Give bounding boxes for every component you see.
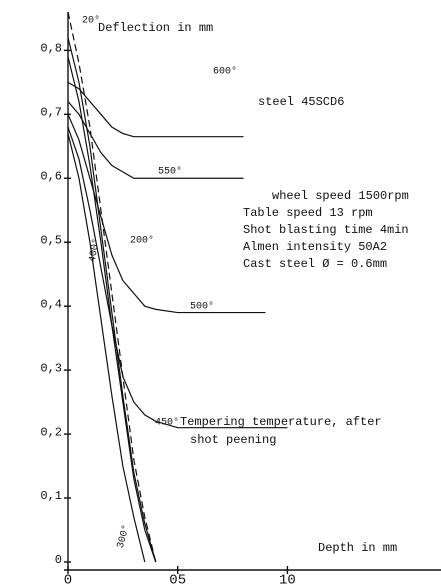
series-line [67,56,157,563]
y-tick-label: 0,4 [40,297,62,311]
series-label: 550° [158,166,182,178]
condition-line: Table speed 13 rpm [243,206,373,220]
series-label: 200° [130,235,154,247]
condition-line: wheel speed 1500rpm [272,189,409,203]
series-label: 450° [155,417,179,429]
y-axis-label: Deflection in mm [98,21,213,35]
y-tick-label: 0,7 [40,105,62,119]
x-tick-label: 10 [279,573,296,585]
series-label: 300° [115,523,133,549]
series-label: 20° [82,15,100,27]
series-line [67,114,266,314]
y-tick-label: 0,2 [40,425,62,439]
note-line: Tempering temperature, after [180,415,382,429]
x-tick-label: 0 [64,573,72,585]
series-label: 600° [213,66,237,78]
series-line [67,101,244,179]
condition-line: Almen intensity 50A2 [243,240,387,254]
y-tick-label: 0,6 [40,169,62,183]
y-tick-label: 0,5 [40,233,62,247]
condition-line: Shot blasting time 4min [243,223,409,237]
material-label: steel 45SCD6 [258,95,344,109]
y-tick-label: 0,3 [40,361,62,375]
note-line: shot peening [190,433,276,447]
x-axis-label: Depth in mm [318,541,397,555]
x-tick-label: 05 [169,573,186,585]
y-tick-label: 0 [55,553,62,567]
y-tick-label: 0,8 [40,42,62,56]
condition-line: Cast steel Ø = 0.6mm [243,257,387,271]
series-line [67,81,244,138]
series-line [67,133,146,563]
series-label: 500° [190,301,214,313]
series-line [67,126,288,429]
series-label: 400° [87,237,103,263]
y-tick-label: 0,1 [40,489,62,503]
series-line [67,37,157,563]
